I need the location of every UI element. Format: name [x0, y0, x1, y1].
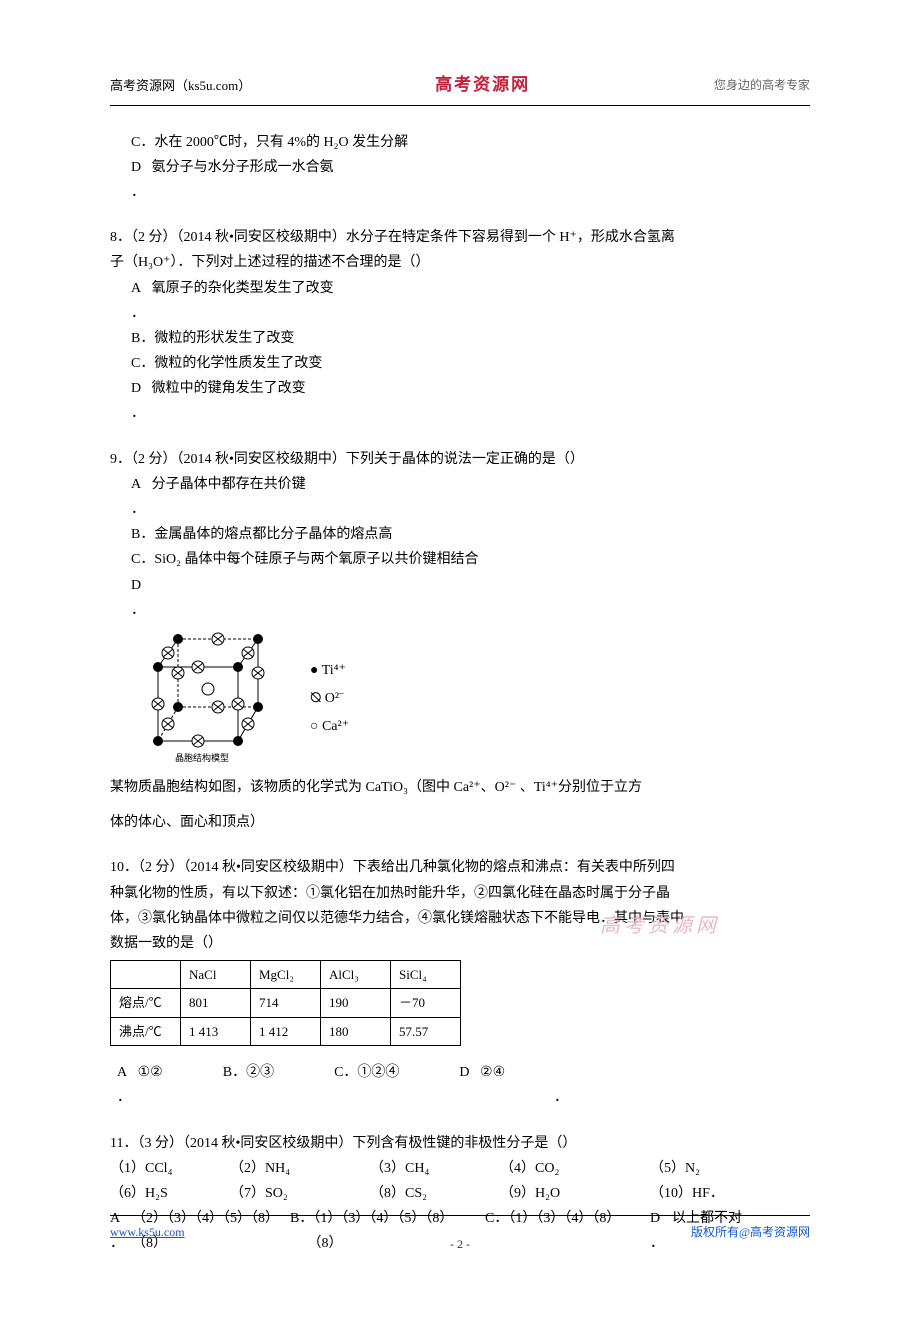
q9-option-b: B．金属晶体的熔点都比分子晶体的熔点高 [110, 522, 810, 547]
header-right: 您身边的高考专家 [714, 75, 810, 97]
q8-option-d: D 微粒中的键角发生了改变 [110, 376, 810, 401]
td: 190 [321, 989, 391, 1017]
q11-i9: （9）H₂O [500, 1181, 650, 1206]
q8-d-text: 微粒中的键角发生了改变 [152, 381, 306, 396]
page-header: 高考资源网（ks5u.com） 高考资源网 您身边的高考专家 [110, 70, 810, 106]
th-mgcl2: MgCl₂ [251, 961, 321, 989]
q10-data-table: NaCl MgCl₂ AlCl₃ SiCl₄ 熔点/℃ 801 714 190 … [110, 960, 461, 1046]
th-blank [111, 961, 181, 989]
q11-i8: （8）CS₂ [370, 1181, 500, 1206]
header-center: 高考资源网 [435, 70, 530, 101]
crystal-legend: ● Ti⁴⁺ ⦰ O²⁻ ○ Ca²⁺ [310, 657, 349, 741]
q10-opt-d: D ②④ [459, 1060, 505, 1085]
q11-i7: （7）SO₂ [230, 1181, 370, 1206]
q8-a-text: 氧原子的杂化类型发生了改变 [152, 281, 334, 296]
q8-option-a: A 氧原子的杂化类型发生了改变 [110, 276, 810, 301]
td: －70 [391, 989, 461, 1017]
table-row: NaCl MgCl₂ AlCl₃ SiCl₄ [111, 961, 461, 989]
q9-option-c: C．SiO₂ 晶体中每个硅原子与两个氧原子以共价键相结合 [110, 547, 810, 572]
td: 1 412 [251, 1017, 321, 1045]
td: 沸点/℃ [111, 1017, 181, 1045]
crystal-caption: 晶胞结构模型 [175, 752, 229, 763]
q9-d-text1: 某物质晶胞结构如图，该物质的化学式为 CaTiO₃（图中 Ca²⁺、O²⁻ 、T… [110, 775, 810, 800]
th-nacl: NaCl [181, 961, 251, 989]
q9-d-text2: 体的体心、面心和顶点） [110, 810, 810, 835]
td: 57.57 [391, 1017, 461, 1045]
q11-i6: （6）H₂S [110, 1181, 230, 1206]
q9-a-text: 分子晶体中都存在共价键 [152, 477, 306, 492]
q10-opt-c: C．①②④ [334, 1060, 399, 1085]
q11-i10: （10）HF． [650, 1181, 724, 1206]
q11-i3: （3）CH₄ [370, 1156, 500, 1181]
q8-option-b: B．微粒的形状发生了改变 [110, 326, 810, 351]
footer-copyright: 版权所有@高考资源网 [691, 1222, 810, 1244]
q11-i1: （1）CCl₄ [110, 1156, 230, 1181]
td: 180 [321, 1017, 391, 1045]
q9-a-dot: ． [110, 497, 810, 522]
q8-a-label: A [131, 281, 141, 296]
q10-opt-b: B．②③ [223, 1060, 274, 1085]
q8-stem-1: 8．（2 分）（2014 秋•同安区校级期中）水分子在特定条件下容易得到一个 H… [110, 225, 810, 250]
q8-a-dot: ． [110, 301, 810, 326]
q11-row2: （6）H₂S （7）SO₂ （8）CS₂ （9）H₂O （10）HF． [110, 1181, 810, 1206]
footer-url[interactable]: www.ks5u.com [110, 1222, 185, 1244]
header-left: 高考资源网（ks5u.com） [110, 74, 251, 97]
page-footer: www.ks5u.com - 2 - 版权所有@高考资源网 [110, 1215, 810, 1244]
footer-page-number: - 2 - [450, 1234, 470, 1256]
legend-ti: ● Ti⁴⁺ [310, 657, 349, 685]
td: 714 [251, 989, 321, 1017]
q9-d-dot: ． [110, 598, 810, 623]
td: 801 [181, 989, 251, 1017]
q10-opt-a: A ①② [110, 1060, 163, 1085]
q11-i2: （2）NH₄ [230, 1156, 370, 1181]
table-row: 沸点/℃ 1 413 1 412 180 57.57 [111, 1017, 461, 1045]
q11-stem: 11．（3 分）（2014 秋•同安区校级期中）下列含有极性键的非极性分子是（） [110, 1131, 810, 1156]
q11-i5: （5）N₂ [650, 1156, 700, 1181]
td: 熔点/℃ [111, 989, 181, 1017]
q10-dots: ．． [110, 1085, 810, 1110]
crystal-structure-diagram: 晶胞结构模型 [140, 629, 290, 769]
q9-stem: 9．（2 分）（2014 秋•同安区校级期中）下列关于晶体的说法一定正确的是（） [110, 447, 810, 472]
q9-option-d: D [110, 573, 810, 598]
q9-a-label: A [131, 477, 141, 492]
q7-d-label: D [131, 160, 141, 175]
q7-d-dot: ． [110, 180, 810, 205]
q7-option-d: D 氨分子与水分子形成一水合氨 [110, 155, 810, 180]
q8-d-label: D [131, 381, 141, 396]
legend-o: ⦰ O²⁻ [310, 685, 349, 713]
q10-options: A ①② B．②③ C．①②④ D ②④ [110, 1060, 810, 1085]
legend-ca: ○ Ca²⁺ [310, 713, 349, 741]
th-sicl4: SiCl₄ [391, 961, 461, 989]
watermark: 高考资源网 [600, 908, 720, 944]
q9-d-label: D [131, 578, 141, 593]
q7-d-text: 氨分子与水分子形成一水合氨 [152, 160, 334, 175]
q8-stem-2: 子（H₃O⁺）．下列对上述过程的描述不合理的是（） [110, 250, 810, 275]
q8-d-dot: ． [110, 401, 810, 426]
q8-option-c: C．微粒的化学性质发生了改变 [110, 351, 810, 376]
q9-option-a: A 分子晶体中都存在共价键 [110, 472, 810, 497]
q11-row1: （1）CCl₄ （2）NH₄ （3）CH₄ （4）CO₂ （5）N₂ [110, 1156, 810, 1181]
q11-i4: （4）CO₂ [500, 1156, 650, 1181]
th-alcl3: AlCl₃ [321, 961, 391, 989]
table-row: 熔点/℃ 801 714 190 －70 [111, 989, 461, 1017]
q10-stem-2: 种氯化物的性质，有以下叙述：①氯化铝在加热时能升华，②四氯化硅在晶态时属于分子晶 [110, 881, 810, 906]
q7-option-c: C．水在 2000℃时，只有 4%的 H₂O 发生分解 [110, 130, 810, 155]
q10-stem-1: 10．（2 分）（2014 秋•同安区校级期中）下表给出几种氯化物的熔点和沸点：… [110, 855, 810, 880]
td: 1 413 [181, 1017, 251, 1045]
